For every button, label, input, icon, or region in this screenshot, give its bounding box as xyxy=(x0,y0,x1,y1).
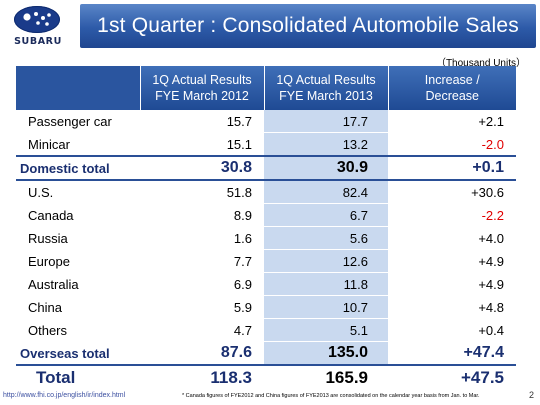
row-label: Overseas total xyxy=(16,341,140,366)
row-label: Total xyxy=(16,364,140,391)
value-change: +4.0 xyxy=(388,226,516,250)
row-label: Domestic total xyxy=(16,155,140,181)
value-fye2013: 82.4 xyxy=(264,179,388,204)
value-fye2012: 30.8 xyxy=(140,155,264,181)
value-fye2013: 11.8 xyxy=(264,272,388,296)
table-row: Overseas total 87.6 135.0 +47.4 xyxy=(16,341,516,366)
value-fye2012: 15.7 xyxy=(140,110,264,133)
page-number: 2 xyxy=(528,390,534,400)
header-cell-fye2012: 1Q Actual Results FYE March 2012 xyxy=(139,66,264,110)
header-cell-fye2013: 1Q Actual Results FYE March 2013 xyxy=(263,66,388,110)
header-line: FYE March 2013 xyxy=(279,89,373,103)
value-change: +0.4 xyxy=(388,318,516,342)
header-line: 1Q Actual Results xyxy=(276,73,376,87)
value-fye2013: 5.1 xyxy=(264,318,388,342)
table-row: Total 118.3 165.9 +47.5 xyxy=(16,364,516,391)
table-row: U.S. 51.8 82.4 +30.6 xyxy=(16,179,516,204)
header-line: FYE March 2012 xyxy=(155,89,249,103)
value-fye2012: 5.9 xyxy=(140,295,264,319)
value-change: +30.6 xyxy=(388,179,516,204)
value-change: +4.9 xyxy=(388,249,516,273)
table-row: Others 4.7 5.1 +0.4 xyxy=(16,318,516,342)
table-header-row: 1Q Actual Results FYE March 2012 1Q Actu… xyxy=(16,66,516,110)
row-label: Russia xyxy=(16,226,140,250)
value-fye2013: 17.7 xyxy=(264,110,388,133)
footer-note: * Canada figures of FYE2012 and China fi… xyxy=(182,393,480,399)
table-row: Domestic total 30.8 30.9 +0.1 xyxy=(16,155,516,181)
value-fye2012: 118.3 xyxy=(140,364,264,391)
row-label: Minicar xyxy=(16,132,140,157)
value-fye2012: 6.9 xyxy=(140,272,264,296)
logo-text: SUBARU xyxy=(14,36,62,47)
table-body: Passenger car 15.7 17.7 +2.1 Minicar 15.1 13.2… xyxy=(16,110,516,391)
table-row: Minicar 15.1 13.2 -2.0 xyxy=(16,132,516,157)
value-fye2012: 15.1 xyxy=(140,132,264,157)
table-row: Europe 7.7 12.6 +4.9 xyxy=(16,249,516,273)
pleiades-stars-icon xyxy=(14,6,60,33)
value-fye2013: 30.9 xyxy=(264,155,388,181)
row-label: Passenger car xyxy=(16,110,140,133)
value-fye2013: 5.6 xyxy=(264,226,388,250)
value-fye2012: 1.6 xyxy=(140,226,264,250)
value-change: -2.0 xyxy=(388,132,516,157)
sales-table: 1Q Actual Results FYE March 2012 1Q Actu… xyxy=(16,66,516,391)
header-line: 1Q Actual Results xyxy=(152,73,252,87)
header-cell-blank xyxy=(16,66,140,110)
row-label: China xyxy=(16,295,140,319)
value-fye2013: 10.7 xyxy=(264,295,388,319)
value-change: +47.5 xyxy=(388,364,516,391)
value-change: +2.1 xyxy=(388,110,516,133)
row-label: Others xyxy=(16,318,140,342)
subaru-logo: SUBARU xyxy=(0,0,76,54)
row-label: Australia xyxy=(16,272,140,296)
value-fye2012: 4.7 xyxy=(140,318,264,342)
table-row: China 5.9 10.7 +4.8 xyxy=(16,295,516,319)
value-fye2013: 13.2 xyxy=(264,132,388,157)
value-fye2012: 8.9 xyxy=(140,203,264,227)
title-bar: 1st Quarter : Consolidated Automobile Sa… xyxy=(80,4,536,48)
value-fye2012: 87.6 xyxy=(140,341,264,366)
row-label: Canada xyxy=(16,203,140,227)
page-title: 1st Quarter : Consolidated Automobile Sa… xyxy=(97,14,519,37)
value-change: +4.8 xyxy=(388,295,516,319)
value-fye2013: 12.6 xyxy=(264,249,388,273)
value-change: -2.2 xyxy=(388,203,516,227)
header-cell-change: Increase / Decrease xyxy=(387,66,516,110)
table-row: Canada 8.9 6.7 -2.2 xyxy=(16,203,516,227)
value-fye2013: 165.9 xyxy=(264,364,388,391)
value-fye2012: 7.7 xyxy=(140,249,264,273)
row-label: U.S. xyxy=(16,179,140,204)
value-change: +47.4 xyxy=(388,341,516,366)
units-label: （Thousand Units） xyxy=(435,58,526,69)
value-fye2013: 135.0 xyxy=(264,341,388,366)
footer-url-link[interactable]: http://www.fhi.co.jp/english/ir/index.ht… xyxy=(3,392,126,399)
row-label: Europe xyxy=(16,249,140,273)
value-change: +0.1 xyxy=(388,155,516,181)
header-line: Increase / xyxy=(424,73,480,87)
table-row: Australia 6.9 11.8 +4.9 xyxy=(16,272,516,296)
header-line: Decrease xyxy=(425,89,480,103)
value-fye2013: 6.7 xyxy=(264,203,388,227)
table-row: Passenger car 15.7 17.7 +2.1 xyxy=(16,110,516,133)
value-change: +4.9 xyxy=(388,272,516,296)
table-row: Russia 1.6 5.6 +4.0 xyxy=(16,226,516,250)
value-fye2012: 51.8 xyxy=(140,179,264,204)
